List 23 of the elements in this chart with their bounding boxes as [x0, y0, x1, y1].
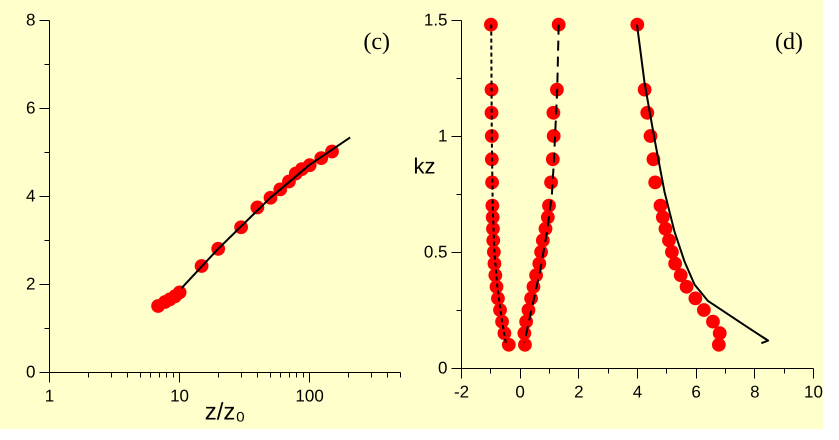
- x-tick-label: 2: [574, 382, 584, 402]
- x-tick-label: 6: [691, 382, 701, 402]
- x-tick-label: 100: [295, 386, 324, 406]
- x-tick-label: 10: [804, 382, 823, 402]
- x-tick-label: 0: [515, 382, 525, 402]
- x-tick-label: 10: [170, 386, 190, 406]
- y-axis-title: kz: [414, 154, 436, 179]
- y-tick-label: 4: [26, 186, 36, 206]
- x-tick-label: 8: [750, 382, 760, 402]
- annotation: (c): [363, 29, 390, 55]
- y-tick-label: 1: [438, 126, 448, 146]
- y-tick-label: 2: [26, 274, 36, 294]
- annotation: (d): [775, 29, 803, 55]
- y-tick-label: 0.5: [424, 242, 448, 262]
- y-tick-label: 8: [26, 10, 36, 30]
- x-axis-title: z/z₀: [204, 398, 246, 426]
- y-tick-label: 1.5: [424, 10, 448, 30]
- x-tick-label: 4: [632, 382, 642, 402]
- y-tick-label: 0: [26, 362, 36, 382]
- x-tick-label: -2: [454, 382, 470, 402]
- y-tick-label: 0: [438, 358, 448, 378]
- x-tick-label: 1: [44, 386, 54, 406]
- y-tick-label: 6: [26, 98, 36, 118]
